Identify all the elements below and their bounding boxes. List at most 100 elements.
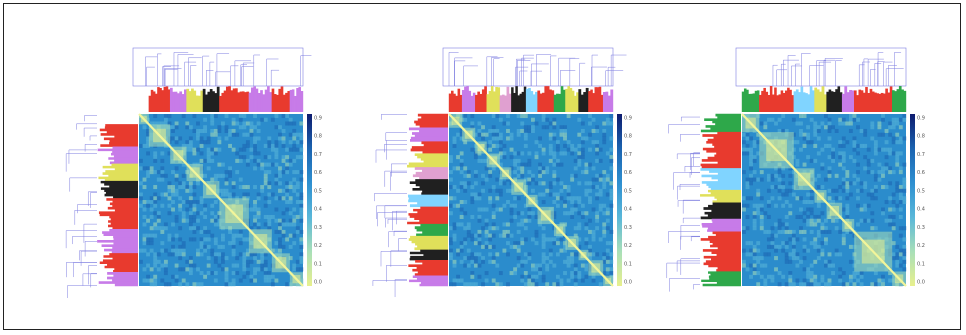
heatmap-cell bbox=[602, 136, 607, 141]
heatmap-cell bbox=[153, 222, 158, 227]
heatmap-cell bbox=[488, 196, 493, 201]
heatmap-cell bbox=[142, 143, 147, 148]
heatmap-cell bbox=[766, 237, 771, 242]
heatmap-cell bbox=[816, 282, 821, 287]
heatmap-cell bbox=[584, 136, 589, 141]
heatmap-cell bbox=[759, 256, 764, 261]
heatmap-cell bbox=[831, 263, 835, 268]
heatmap-cell bbox=[288, 256, 293, 261]
heatmap-cell bbox=[263, 181, 268, 186]
heatmap-cell bbox=[888, 278, 893, 283]
colorbar-tick-label: 0.1 bbox=[917, 261, 925, 267]
heatmap-cell bbox=[877, 170, 882, 175]
heatmap-cell bbox=[181, 181, 186, 186]
heatmap-cell bbox=[816, 151, 821, 156]
heatmap-cell bbox=[602, 252, 607, 257]
heatmap-cell bbox=[799, 282, 803, 287]
heatmap-cell bbox=[816, 256, 821, 261]
heatmap-cell bbox=[834, 226, 839, 231]
heatmap-cell bbox=[192, 203, 197, 208]
heatmap-cell bbox=[196, 267, 200, 272]
heatmap-cell bbox=[249, 132, 254, 137]
heatmap-cell bbox=[881, 132, 885, 137]
heatmap-cell bbox=[470, 259, 475, 264]
heatmap-cell bbox=[463, 263, 468, 268]
heatmap-cell bbox=[270, 274, 275, 279]
heatmap-cell bbox=[498, 177, 503, 182]
heatmap-cell bbox=[609, 155, 614, 160]
heatmap-cell bbox=[281, 128, 286, 133]
heatmap-cell bbox=[902, 136, 907, 141]
heatmap-cell bbox=[174, 214, 179, 219]
heatmap-cell bbox=[188, 263, 193, 268]
heatmap-cell bbox=[288, 162, 293, 167]
heatmap-cell bbox=[845, 282, 850, 287]
heatmap-cell bbox=[174, 278, 179, 283]
heatmap-cell bbox=[235, 132, 240, 137]
heatmap-cell bbox=[555, 158, 560, 163]
heatmap-cell bbox=[788, 229, 793, 234]
heatmap-cell bbox=[577, 271, 582, 276]
heatmap-cell bbox=[577, 274, 582, 279]
heatmap-cell bbox=[884, 147, 889, 152]
heatmap-cell bbox=[224, 192, 229, 197]
heatmap-cell bbox=[477, 229, 482, 234]
heatmap-cell bbox=[756, 203, 761, 208]
heatmap-cell bbox=[827, 155, 832, 160]
heatmap-cell bbox=[566, 278, 571, 283]
heatmap-cell bbox=[228, 170, 232, 175]
heatmap-cell bbox=[820, 166, 825, 171]
heatmap-cell bbox=[563, 132, 567, 137]
heatmap-cell bbox=[253, 218, 257, 223]
heatmap-cell bbox=[745, 143, 750, 148]
heatmap-cell bbox=[192, 147, 197, 152]
heatmap-cell bbox=[816, 125, 821, 130]
heatmap-cell bbox=[841, 271, 846, 276]
heatmap-cell bbox=[595, 252, 600, 257]
heatmap-cell bbox=[221, 244, 225, 249]
heatmap-cell bbox=[566, 192, 571, 197]
heatmap-cell bbox=[745, 226, 750, 231]
heatmap-cell bbox=[791, 140, 796, 145]
heatmap-cell bbox=[838, 185, 843, 190]
heatmap-cell bbox=[541, 166, 546, 171]
heatmap-cell bbox=[745, 151, 750, 156]
heatmap-cell bbox=[827, 117, 832, 122]
heatmap-cell bbox=[153, 155, 158, 160]
heatmap-cell bbox=[845, 181, 850, 186]
heatmap-cell bbox=[813, 125, 818, 130]
colorbar-tick-label: 0.6 bbox=[917, 170, 925, 176]
heatmap-cell bbox=[477, 128, 482, 133]
heatmap-cell bbox=[139, 158, 143, 163]
heatmap-cell bbox=[491, 114, 496, 119]
heatmap-cell bbox=[834, 196, 839, 201]
heatmap-cell bbox=[848, 192, 853, 197]
heatmap-diagonal bbox=[138, 113, 304, 287]
heatmap-cell bbox=[463, 185, 468, 190]
heatmap-cell bbox=[559, 282, 564, 287]
heatmap-cell bbox=[221, 267, 225, 272]
heatmap-cell bbox=[895, 181, 900, 186]
heatmap-cell bbox=[799, 259, 803, 264]
heatmap-cell bbox=[477, 121, 482, 126]
heatmap-cell bbox=[463, 173, 468, 178]
heatmap-cell bbox=[253, 214, 257, 219]
heatmap-cell bbox=[577, 196, 582, 201]
heatmap-cell bbox=[580, 278, 585, 283]
heatmap-cell bbox=[841, 166, 846, 171]
heatmap-cell bbox=[791, 282, 796, 287]
heatmap-cell bbox=[470, 192, 475, 197]
heatmap-cell bbox=[531, 117, 535, 122]
heatmap-cell bbox=[591, 128, 596, 133]
heatmap-cell bbox=[203, 237, 208, 242]
heatmap-cell bbox=[555, 274, 560, 279]
heatmap-diagonal bbox=[741, 113, 907, 287]
heatmap-cell bbox=[498, 147, 503, 152]
heatmap-cell bbox=[488, 147, 493, 152]
heatmap-cell bbox=[221, 173, 225, 178]
heatmap-cell bbox=[834, 173, 839, 178]
heatmap-cell bbox=[584, 170, 589, 175]
heatmap-cell bbox=[895, 185, 900, 190]
heatmap-cell bbox=[573, 252, 578, 257]
heatmap-cell bbox=[256, 226, 261, 231]
